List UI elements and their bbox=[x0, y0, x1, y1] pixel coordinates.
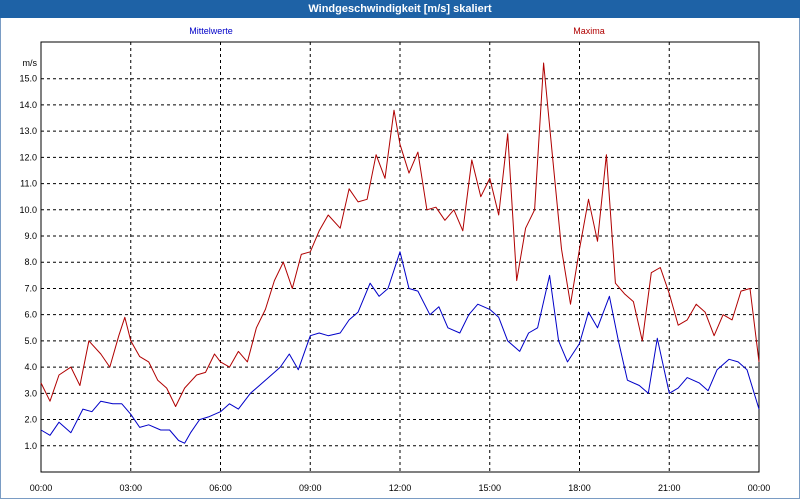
y-tick-label: 13.0 bbox=[19, 126, 37, 136]
y-tick-label: 3.0 bbox=[24, 388, 37, 398]
y-tick-label: 5.0 bbox=[24, 336, 37, 346]
x-tick-time: 18:00 bbox=[568, 483, 591, 493]
series-line-maxima bbox=[40, 62, 760, 407]
window-title: Windgeschwindigkeit [m/s] skaliert bbox=[0, 0, 800, 18]
legend-mittelwerte: Mittelwerte bbox=[189, 26, 233, 36]
x-tick-time: 06:00 bbox=[209, 483, 232, 493]
y-tick-label: 12.0 bbox=[19, 152, 37, 162]
y-tick-label: 4.0 bbox=[24, 362, 37, 372]
x-tick-time: 15:00 bbox=[478, 483, 501, 493]
wind-speed-chart: 1.0 2.0 3.0 4.0 5.0 6.0 7.0 8.0 9.0 10.0 11.0 12.0 1… bbox=[19, 26, 771, 493]
y-tick-label: 2.0 bbox=[24, 415, 37, 425]
x-tick-time: 21:00 bbox=[658, 483, 681, 493]
x-tick-time: 03:00 bbox=[119, 483, 142, 493]
x-tick-time: 09:00 bbox=[299, 483, 322, 493]
series-line-mittelwerte bbox=[40, 251, 760, 444]
y-tick-label: 1.0 bbox=[24, 441, 37, 451]
plot-area bbox=[40, 41, 760, 473]
y-tick-label: 6.0 bbox=[24, 310, 37, 320]
y-axis-label: m/s bbox=[23, 58, 38, 68]
y-tick-label: 14.0 bbox=[19, 100, 37, 110]
x-tick-time: 12:00 bbox=[389, 483, 412, 493]
chart-frame: 1.0 2.0 3.0 4.0 5.0 6.0 7.0 8.0 9.0 10.0 11.0 12.0 1… bbox=[0, 18, 800, 499]
x-tick-time: 00:00 bbox=[748, 483, 771, 493]
y-tick-label: 7.0 bbox=[24, 283, 37, 293]
y-tick-label: 10.0 bbox=[19, 205, 37, 215]
y-tick-label: 8.0 bbox=[24, 257, 37, 267]
y-tick-label: 11.0 bbox=[20, 179, 37, 189]
legend-maxima: Maxima bbox=[573, 26, 605, 36]
y-tick-label: 9.0 bbox=[24, 231, 37, 241]
x-tick-time: 00:00 bbox=[30, 483, 53, 493]
y-tick-label: 15.0 bbox=[19, 74, 37, 84]
